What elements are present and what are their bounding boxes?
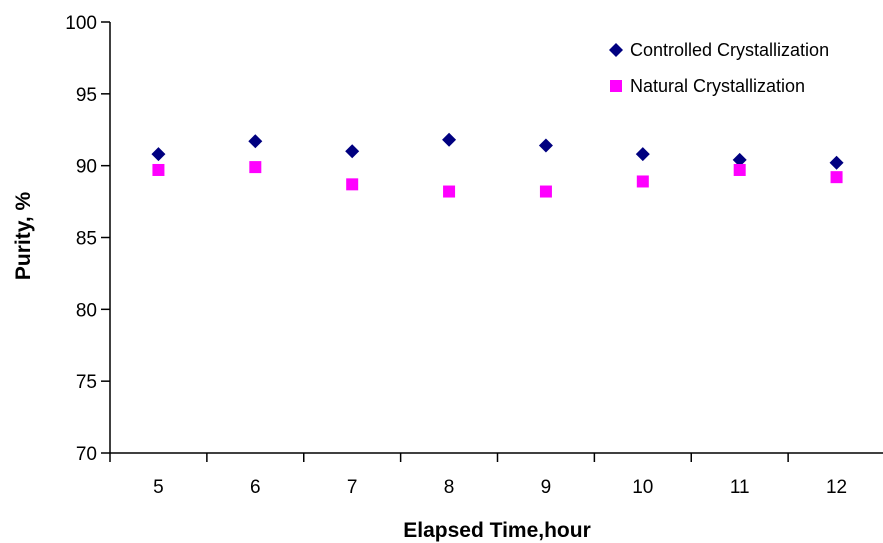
legend-marker-natural — [610, 80, 622, 92]
data-series — [151, 132, 844, 198]
x-tick-label: 12 — [826, 477, 847, 498]
y-tick-label: 85 — [76, 229, 97, 250]
series-natural — [152, 161, 843, 198]
x-tick-label: 9 — [541, 477, 552, 498]
controlled-data-point — [345, 144, 360, 159]
y-tick-label: 80 — [76, 300, 97, 321]
y-axis-title: Purity, % — [12, 192, 35, 281]
natural-data-point — [346, 178, 359, 191]
natural-data-point — [636, 175, 649, 188]
natural-data-point — [443, 185, 456, 198]
x-tick-label: 11 — [730, 477, 750, 498]
y-tick-label: 95 — [76, 85, 97, 106]
x-tick-label: 6 — [250, 477, 261, 498]
y-tick-label: 75 — [76, 372, 97, 393]
x-tick-label: 8 — [444, 477, 455, 498]
x-axis-title: Elapsed Time,hour — [403, 519, 591, 542]
controlled-data-point — [635, 147, 650, 162]
legend: Controlled Crystallization Natural Crysta… — [609, 40, 829, 96]
natural-data-point — [830, 171, 843, 184]
x-tick-label: 10 — [632, 477, 653, 498]
x-tick-label: 7 — [347, 477, 358, 498]
controlled-data-point — [538, 138, 553, 153]
controlled-data-point — [442, 132, 457, 147]
x-axis: 5 6 7 8 9 10 11 12 — [109, 452, 883, 498]
series-controlled — [151, 132, 844, 170]
controlled-data-point — [151, 147, 166, 162]
legend-label-controlled: Controlled Crystallization — [630, 40, 829, 60]
controlled-data-point — [829, 155, 844, 170]
controlled-data-point — [732, 152, 747, 167]
y-tick-label: 100 — [65, 13, 97, 34]
legend-label-natural: Natural Crystallization — [630, 76, 805, 96]
x-tick-label: 5 — [153, 477, 164, 498]
natural-data-point — [733, 163, 746, 176]
y-tick-label: 70 — [76, 444, 97, 465]
legend-marker-controlled — [609, 43, 623, 57]
y-axis: 70 75 80 85 90 95 100 — [65, 13, 111, 465]
controlled-data-point — [248, 134, 263, 149]
natural-data-point — [152, 163, 165, 176]
natural-data-point — [249, 161, 262, 174]
y-tick-label: 90 — [76, 157, 97, 178]
natural-data-point — [539, 185, 552, 198]
